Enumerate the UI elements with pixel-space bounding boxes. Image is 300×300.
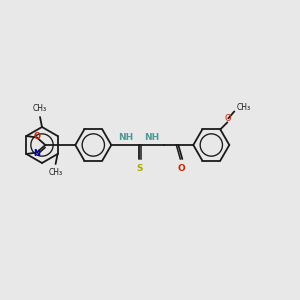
Text: CH₃: CH₃ xyxy=(33,104,47,113)
Text: O: O xyxy=(33,132,40,141)
Text: NH: NH xyxy=(144,133,159,142)
Text: N: N xyxy=(33,149,40,158)
Text: NH: NH xyxy=(118,133,133,142)
Text: CH₃: CH₃ xyxy=(236,103,250,112)
Text: O: O xyxy=(177,164,185,173)
Text: O: O xyxy=(225,114,232,123)
Text: S: S xyxy=(136,164,142,173)
Text: CH₃: CH₃ xyxy=(49,168,63,177)
